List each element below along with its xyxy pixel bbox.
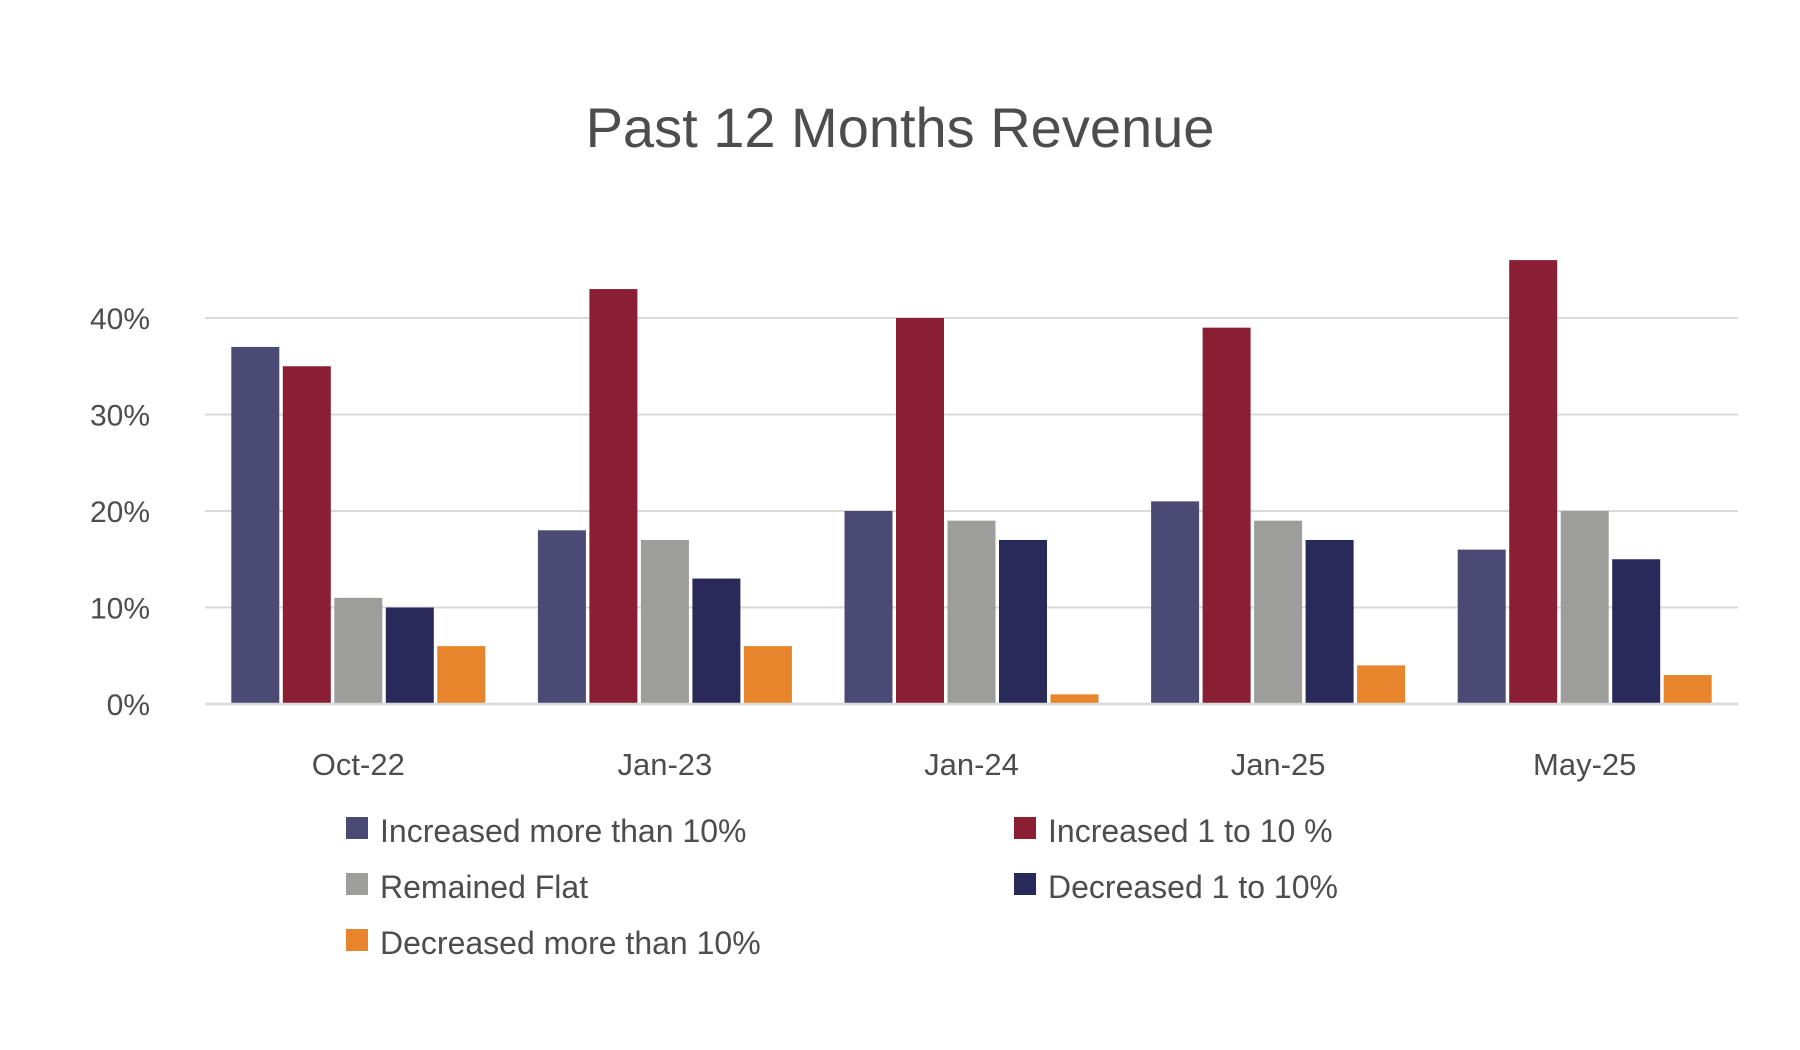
legend-swatch <box>346 929 368 951</box>
x-category-label: Oct-22 <box>312 747 405 782</box>
bar <box>947 520 996 704</box>
bar <box>1305 539 1354 704</box>
bar <box>640 539 689 704</box>
bar <box>1663 675 1712 704</box>
bar <box>282 366 331 704</box>
bar <box>437 646 486 704</box>
x-category-label: Jan-24 <box>924 747 1019 782</box>
bar <box>334 597 383 704</box>
bar <box>1254 520 1303 704</box>
bar <box>1457 549 1506 704</box>
bar <box>743 646 792 704</box>
legend-swatch <box>1014 873 1036 895</box>
bars <box>231 260 1712 704</box>
y-axis-ticks: 0% 10% 20% 30% 40% <box>90 303 150 722</box>
legend-swatch <box>346 817 368 839</box>
x-category-label: Jan-25 <box>1231 747 1326 782</box>
legend-label: Increased 1 to 10 % <box>1048 813 1333 849</box>
x-axis-categories: Oct-22 Jan-23 Jan-24 Jan-25 May-25 <box>312 747 1637 782</box>
bar <box>1612 559 1661 704</box>
bar <box>1202 327 1251 704</box>
bar <box>589 289 638 704</box>
bar <box>1050 694 1099 704</box>
chart-title: Past 12 Months Revenue <box>586 96 1215 159</box>
bar <box>1357 665 1406 704</box>
bar <box>231 346 280 704</box>
legend: Increased more than 10% Increased 1 to 10… <box>346 813 1338 961</box>
y-tick-label: 40% <box>90 303 150 336</box>
legend-swatch <box>346 873 368 895</box>
legend-label: Decreased 1 to 10% <box>1048 869 1338 905</box>
legend-swatch <box>1014 817 1036 839</box>
bar <box>896 318 944 704</box>
y-tick-label: 20% <box>90 496 150 529</box>
y-tick-label: 0% <box>107 689 150 722</box>
legend-label: Decreased more than 10% <box>380 925 761 961</box>
bar <box>385 607 434 704</box>
y-tick-label: 10% <box>90 593 150 626</box>
x-category-label: Jan-23 <box>618 747 713 782</box>
x-category-label: May-25 <box>1533 747 1636 782</box>
bar <box>999 539 1047 704</box>
y-tick-label: 30% <box>90 400 150 433</box>
bar <box>692 578 741 704</box>
bar <box>1151 501 1200 704</box>
legend-label: Increased more than 10% <box>380 813 746 849</box>
bar <box>1560 511 1609 704</box>
bar <box>844 511 893 704</box>
bar <box>537 530 586 704</box>
legend-label: Remained Flat <box>380 869 588 905</box>
bar <box>1509 260 1558 704</box>
